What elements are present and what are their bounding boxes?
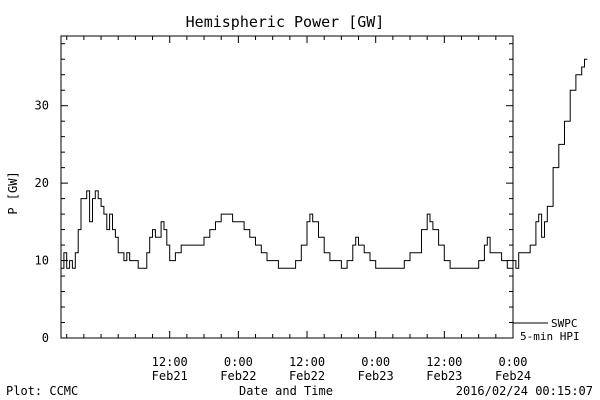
x-tick-label-time: 12:00 [289,355,325,369]
x-tick-label-time: 0:00 [499,355,528,369]
x-tick-label-time: 12:00 [426,355,462,369]
plot-frame [60,35,514,339]
x-tick-label-date: Feb24 [495,369,531,383]
axes-group: 010203012:00Feb210:00Feb2212:00Feb220:00… [35,35,531,383]
y-axis-label: P [GW] [6,171,20,214]
x-tick-label-date: Feb21 [152,369,188,383]
plot-timestamp: 2016/02/24 00:15:07 [456,384,593,398]
x-axis-label: Date and Time [239,384,333,398]
x-tick-label-date: Feb22 [220,369,256,383]
hpi-series-line [61,58,588,269]
plot-area [61,58,588,269]
x-tick-label-time: 12:00 [152,355,188,369]
y-tick-label: 10 [35,254,49,268]
chart-title: Hemispheric Power [GW] [186,13,385,31]
y-tick-label: 20 [35,176,49,190]
x-tick-label-date: Feb23 [358,369,394,383]
y-tick-label: 30 [35,99,49,113]
legend-label-swpc: SWPC [551,317,578,330]
x-tick-label-time: 0:00 [224,355,253,369]
y-tick-label: 0 [42,331,49,345]
x-tick-label-time: 0:00 [361,355,390,369]
x-tick-label-date: Feb23 [426,369,462,383]
x-tick-label-date: Feb22 [289,369,325,383]
legend-label-hpi: 5-min HPI [520,330,580,343]
plot-credit: Plot: CCMC [6,384,78,398]
